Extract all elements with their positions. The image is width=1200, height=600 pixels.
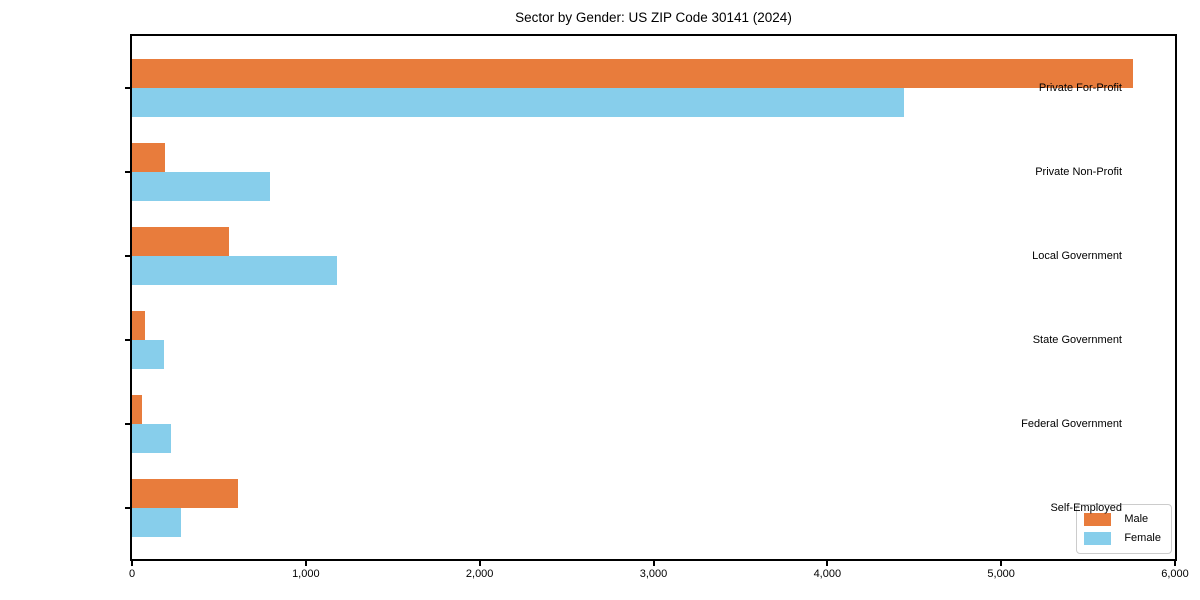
y-tick-label-local-government: Local Government <box>1032 250 1122 262</box>
x-tick-label: 0 <box>128 568 136 580</box>
x-tick-mark <box>304 561 307 566</box>
x-tick-mark <box>1000 561 1003 566</box>
legend: Male Female <box>1076 504 1172 554</box>
x-tick-label: 3,000 <box>639 568 668 580</box>
bar-female-self-employed <box>132 508 181 537</box>
x-tick-label: 5,000 <box>987 568 1015 580</box>
y-tick-label-private-for-profit: Private For-Profit <box>1038 82 1122 94</box>
y-tick-label-federal-government: Federal Government <box>1021 418 1122 430</box>
y-tick-label-state-government: State Government <box>1032 334 1122 346</box>
y-tick-mark <box>125 87 130 89</box>
bar-male-local-government <box>132 227 229 256</box>
chart-title: Sector by Gender: US ZIP Code 30141 (202… <box>515 10 792 25</box>
legend-swatch-male <box>1084 513 1112 526</box>
y-tick-mark <box>125 507 130 509</box>
y-tick-label-private-non-profit: Private Non-Profit <box>1035 166 1122 178</box>
bar-female-federal-government <box>132 424 171 453</box>
bar-male-self-employed <box>132 479 238 508</box>
legend-label-male: Male <box>1124 513 1149 525</box>
x-tick-mark <box>826 561 829 566</box>
y-tick-mark <box>125 255 130 257</box>
bar-female-private-non-profit <box>132 172 270 201</box>
bar-male-federal-government <box>132 395 142 424</box>
x-tick-label: 1,000 <box>292 568 320 580</box>
x-tick-mark <box>1174 561 1176 566</box>
y-tick-mark <box>125 171 130 173</box>
x-tick-mark <box>131 561 133 566</box>
legend-swatch-female <box>1084 532 1112 545</box>
bar-female-local-government <box>132 256 337 285</box>
bar-male-private-for-profit <box>132 59 1133 88</box>
x-tick-label: 4,000 <box>813 568 842 580</box>
legend-entry-male: Male <box>1084 510 1161 529</box>
y-tick-mark <box>125 339 130 341</box>
legend-label-female: Female <box>1124 532 1161 544</box>
legend-entry-female: Female <box>1084 529 1161 548</box>
bar-male-private-non-profit <box>132 143 165 172</box>
bar-female-state-government <box>132 340 164 369</box>
x-tick-mark <box>652 561 655 566</box>
y-tick-label-self-employed: Self-Employed <box>1050 502 1122 514</box>
x-tick-mark <box>478 561 481 566</box>
plot-area: Male Female <box>130 34 1177 561</box>
y-tick-mark <box>125 423 130 425</box>
x-tick-label: 2,000 <box>465 568 494 580</box>
x-tick-label: 6,000 <box>1161 568 1189 580</box>
bar-male-state-government <box>132 311 145 340</box>
bar-female-private-for-profit <box>132 88 904 117</box>
